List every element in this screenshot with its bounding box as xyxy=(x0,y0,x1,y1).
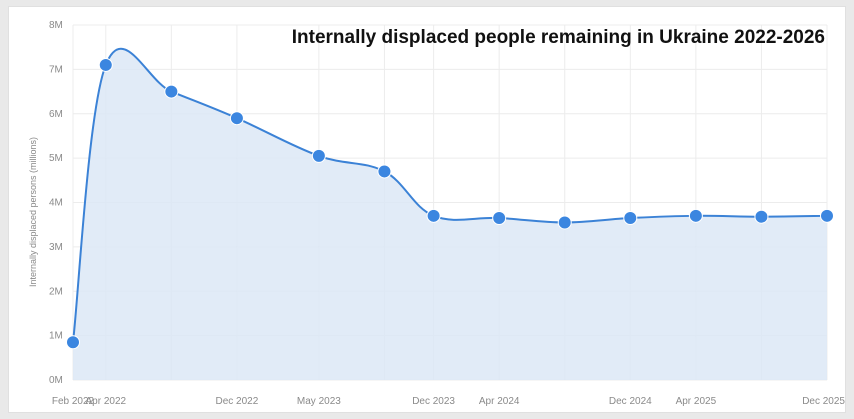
data-points xyxy=(66,57,834,350)
y-tick-label: 7M xyxy=(49,64,63,75)
data-point xyxy=(311,148,326,163)
data-point xyxy=(492,211,507,226)
y-tick-label: 2M xyxy=(49,286,63,297)
area-layer xyxy=(72,47,828,381)
data-point xyxy=(557,215,572,230)
x-tick-label: Apr 2024 xyxy=(479,396,520,407)
area-fill xyxy=(73,48,827,381)
y-tick-label: 5M xyxy=(49,153,63,164)
data-point xyxy=(98,57,113,72)
data-point xyxy=(688,208,703,223)
y-tick-label: 8M xyxy=(49,20,63,31)
x-tick-label: Dec 2024 xyxy=(609,396,652,407)
data-point xyxy=(66,335,80,350)
y-axis-ticks: 0M 1M 2M 3M 4M 5M 6M 7M 8M xyxy=(49,20,63,386)
chart-frame: 0M 1M 2M 3M 4M 5M 6M 7M 8M Feb 2022 Apr 2022 Dec 2… xyxy=(8,6,846,413)
data-point xyxy=(377,164,392,179)
data-point xyxy=(623,211,638,226)
y-tick-label: 3M xyxy=(49,242,63,253)
data-point xyxy=(164,84,179,99)
series-line xyxy=(72,47,828,343)
x-tick-label: Dec 2022 xyxy=(216,396,259,407)
y-axis-title: Internally displaced persons (millions) xyxy=(28,137,38,287)
y-tick-label: 4M xyxy=(49,198,63,209)
x-tick-label: Dec 2025 xyxy=(802,396,845,407)
x-tick-label: May 2023 xyxy=(297,396,341,407)
data-point xyxy=(820,208,834,223)
data-point xyxy=(229,111,244,126)
x-tick-label: Feb 2022 xyxy=(52,396,95,407)
y-tick-label: 6M xyxy=(49,109,63,120)
y-tick-label: 1M xyxy=(49,331,63,342)
data-point xyxy=(754,209,769,224)
x-tick-label: Apr 2025 xyxy=(676,396,717,407)
x-tick-label: Dec 2023 xyxy=(412,396,455,407)
y-tick-label: 0M xyxy=(49,375,63,386)
chart-title: Internally displaced people remaining in… xyxy=(292,27,825,48)
x-tick-label: Apr 2022 xyxy=(85,396,126,407)
data-point xyxy=(426,208,441,223)
